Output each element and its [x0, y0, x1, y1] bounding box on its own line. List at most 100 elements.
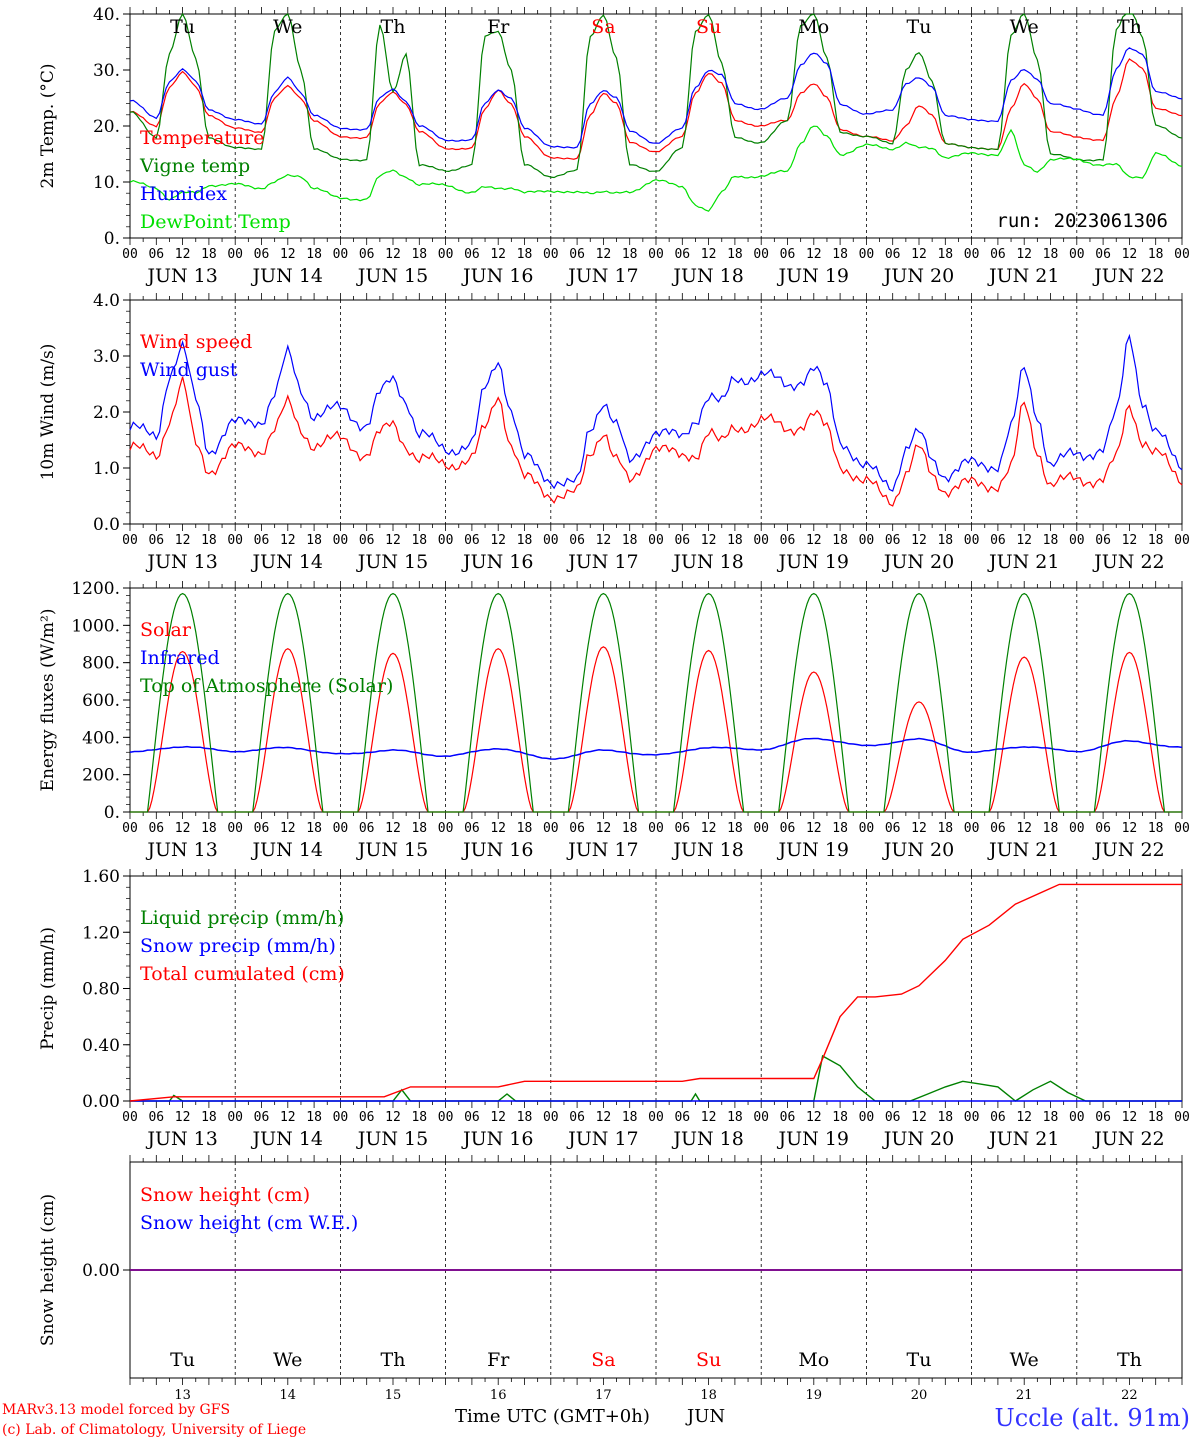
- day-name-label: Tu: [907, 16, 932, 38]
- date-label: JUN 21: [987, 551, 1059, 573]
- hour-tick-label: 12: [596, 1110, 612, 1125]
- day-name-label: Th: [381, 1349, 406, 1371]
- hour-tick-label: 00: [1069, 533, 1085, 548]
- hour-tick-label: 18: [517, 1110, 533, 1125]
- date-label: JUN 15: [356, 839, 428, 861]
- hour-tick-label: 12: [1016, 821, 1032, 836]
- hour-tick-label: 18: [832, 247, 848, 262]
- hour-tick-label: 12: [911, 247, 927, 262]
- hour-tick-label: 18: [1043, 247, 1059, 262]
- hour-tick-label: 06: [885, 1110, 901, 1125]
- hour-tick-label: 00: [333, 247, 349, 262]
- hour-tick-label: 12: [175, 533, 191, 548]
- date-label: JUN 19: [777, 551, 849, 573]
- y-tick-label: 0.: [104, 229, 120, 249]
- hour-tick-label: 12: [1016, 533, 1032, 548]
- legend-entry: Humidex: [140, 183, 227, 205]
- y-tick-label: 1000.: [71, 616, 120, 636]
- day-number-label: 17: [595, 1388, 612, 1403]
- panels: 0. 10. 20. 30. 40. 2m Temp. (°C) 00 06 12 18 JUN 1…: [38, 5, 1190, 1403]
- series-line-vigne-temp: [129, 12, 1183, 179]
- date-label: JUN 20: [882, 265, 954, 287]
- hour-tick-label: 06: [990, 533, 1006, 548]
- x-axis-label: Time UTC (GMT+0h): [455, 1406, 650, 1427]
- day-name-label: We: [273, 1349, 302, 1371]
- date-label: JUN 18: [671, 265, 743, 287]
- hour-tick-label: 12: [596, 533, 612, 548]
- y-tick-label: 0.: [104, 803, 120, 823]
- hour-tick-label: 12: [911, 1110, 927, 1125]
- y-tick-label: 800.: [82, 654, 120, 674]
- date-label: JUN 17: [566, 265, 638, 287]
- hour-tick-label: 18: [622, 1110, 638, 1125]
- date-label: JUN 15: [356, 551, 428, 573]
- y-axis-label: 10m Wind (m/s): [38, 344, 58, 481]
- day-name-label: Th: [381, 16, 406, 38]
- hour-tick-label: 12: [806, 1110, 822, 1125]
- hour-tick-label: 12: [490, 1110, 506, 1125]
- hour-tick-label: 00: [543, 821, 559, 836]
- hour-tick-label: 12: [385, 247, 401, 262]
- hour-tick-label: 00: [122, 533, 138, 548]
- hour-tick-label: 12: [806, 247, 822, 262]
- hour-tick-label: 00: [1174, 1110, 1190, 1125]
- day-name-label: Su: [696, 1349, 721, 1371]
- model-credit: MARv3.13 model forced by GFS: [2, 1402, 230, 1418]
- hour-tick-label: 06: [464, 533, 480, 548]
- legend-entry: Temperature: [140, 127, 264, 149]
- hour-tick-label: 12: [175, 247, 191, 262]
- series-line-temperature: [129, 58, 1183, 160]
- lab-credit: (c) Lab. of Climatology, University of L…: [2, 1422, 306, 1438]
- hour-tick-label: 12: [385, 821, 401, 836]
- hour-tick-label: 06: [359, 247, 375, 262]
- day-name-label: We: [1010, 1349, 1039, 1371]
- hour-tick-label: 00: [859, 533, 875, 548]
- y-tick-label: 0.40: [82, 1036, 120, 1056]
- date-label: JUN 20: [882, 839, 954, 861]
- date-label: JUN 22: [1092, 1128, 1164, 1150]
- hour-tick-label: 12: [280, 533, 296, 548]
- legend-entry: Snow precip (mm/h): [140, 935, 336, 957]
- hour-tick-label: 12: [490, 821, 506, 836]
- day-name-label: Sa: [591, 1349, 615, 1371]
- hour-tick-label: 18: [411, 1110, 427, 1125]
- date-label: JUN 21: [987, 839, 1059, 861]
- hour-tick-label: 12: [701, 247, 717, 262]
- hour-tick-label: 12: [1122, 821, 1138, 836]
- hour-tick-label: 18: [832, 533, 848, 548]
- hour-tick-label: 06: [674, 1110, 690, 1125]
- date-label: JUN 22: [1092, 839, 1164, 861]
- hour-tick-label: 12: [911, 821, 927, 836]
- y-tick-label: 30.: [93, 61, 120, 81]
- y-tick-label: 400.: [82, 728, 120, 748]
- date-label: JUN 15: [356, 265, 428, 287]
- hour-tick-label: 18: [201, 1110, 217, 1125]
- series-line-wind-speed: [129, 376, 1183, 507]
- y-tick-label: 200.: [82, 766, 120, 786]
- panel-temp: 0. 10. 20. 30. 40. 2m Temp. (°C) 00 06 12 18 JUN 1…: [38, 5, 1190, 287]
- series-line-dewpoint-temp: [129, 125, 1183, 212]
- hour-tick-label: 12: [701, 1110, 717, 1125]
- hour-tick-label: 00: [333, 821, 349, 836]
- hour-tick-label: 00: [438, 247, 454, 262]
- day-number-label: 21: [1016, 1388, 1033, 1403]
- legend-entry: Snow height (cm): [140, 1184, 310, 1206]
- hour-tick-label: 00: [1069, 1110, 1085, 1125]
- series-line-total-cumulated-cm-: [129, 883, 1182, 1102]
- hour-tick-label: 00: [964, 247, 980, 262]
- hour-tick-label: 12: [280, 821, 296, 836]
- hour-tick-label: 12: [280, 1110, 296, 1125]
- hour-tick-label: 00: [859, 1110, 875, 1125]
- hour-tick-label: 18: [622, 821, 638, 836]
- hour-tick-label: 12: [385, 533, 401, 548]
- hour-tick-label: 06: [148, 821, 164, 836]
- legend-entry: Infrared: [140, 647, 220, 669]
- hour-tick-label: 00: [227, 821, 243, 836]
- date-label: JUN 16: [461, 265, 533, 287]
- hour-tick-label: 12: [701, 533, 717, 548]
- hour-tick-label: 00: [964, 533, 980, 548]
- hour-tick-label: 18: [727, 1110, 743, 1125]
- y-tick-label: 0.80: [82, 980, 120, 1000]
- legend-entry: Solar: [140, 619, 192, 641]
- hour-tick-label: 12: [1016, 247, 1032, 262]
